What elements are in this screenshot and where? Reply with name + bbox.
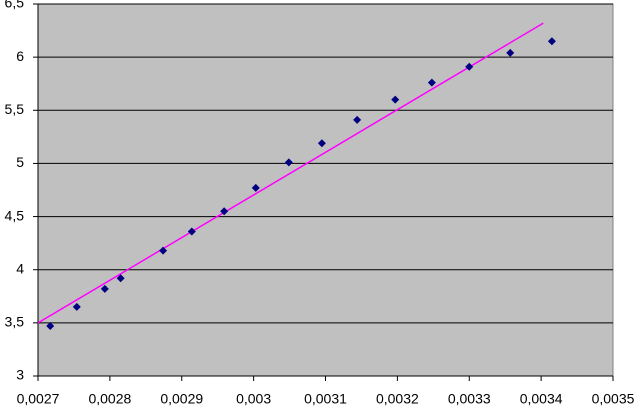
y-tick-label: 3,5 [5,314,25,330]
x-tick-label: 0,0034 [520,391,563,407]
point [353,115,362,124]
x-tick-label: 0,0027 [17,391,60,407]
point [506,48,515,57]
point [427,78,436,87]
point [220,207,229,216]
point [159,246,168,255]
point [251,183,260,192]
x-tick-label: 0,0032 [376,391,419,407]
point [284,158,293,167]
x-tick-label: 0,003 [236,391,271,407]
y-tick-label: 5,5 [5,101,25,117]
point [46,322,55,331]
x-tick-label: 0,0029 [160,391,203,407]
point [317,139,326,148]
y-tick-label: 5 [16,154,24,170]
x-tick-label: 0,0028 [88,391,131,407]
plot-area [37,3,614,377]
point [72,302,81,311]
y-tick-label: 6,5 [5,0,25,11]
point [391,95,400,104]
point [116,274,125,283]
y-tick-label: 3 [16,367,24,383]
y-tick-label: 4 [16,260,24,276]
point [465,62,474,71]
x-tick-label: 0,0031 [304,391,347,407]
x-tick-label: 0,0033 [448,391,491,407]
point [547,37,556,46]
point [100,284,109,293]
y-tick-label: 4,5 [5,207,25,223]
x-tick-label: 0,0035 [592,391,635,407]
trend-line [37,22,544,324]
point [187,227,196,236]
y-tick-label: 6 [16,48,24,64]
